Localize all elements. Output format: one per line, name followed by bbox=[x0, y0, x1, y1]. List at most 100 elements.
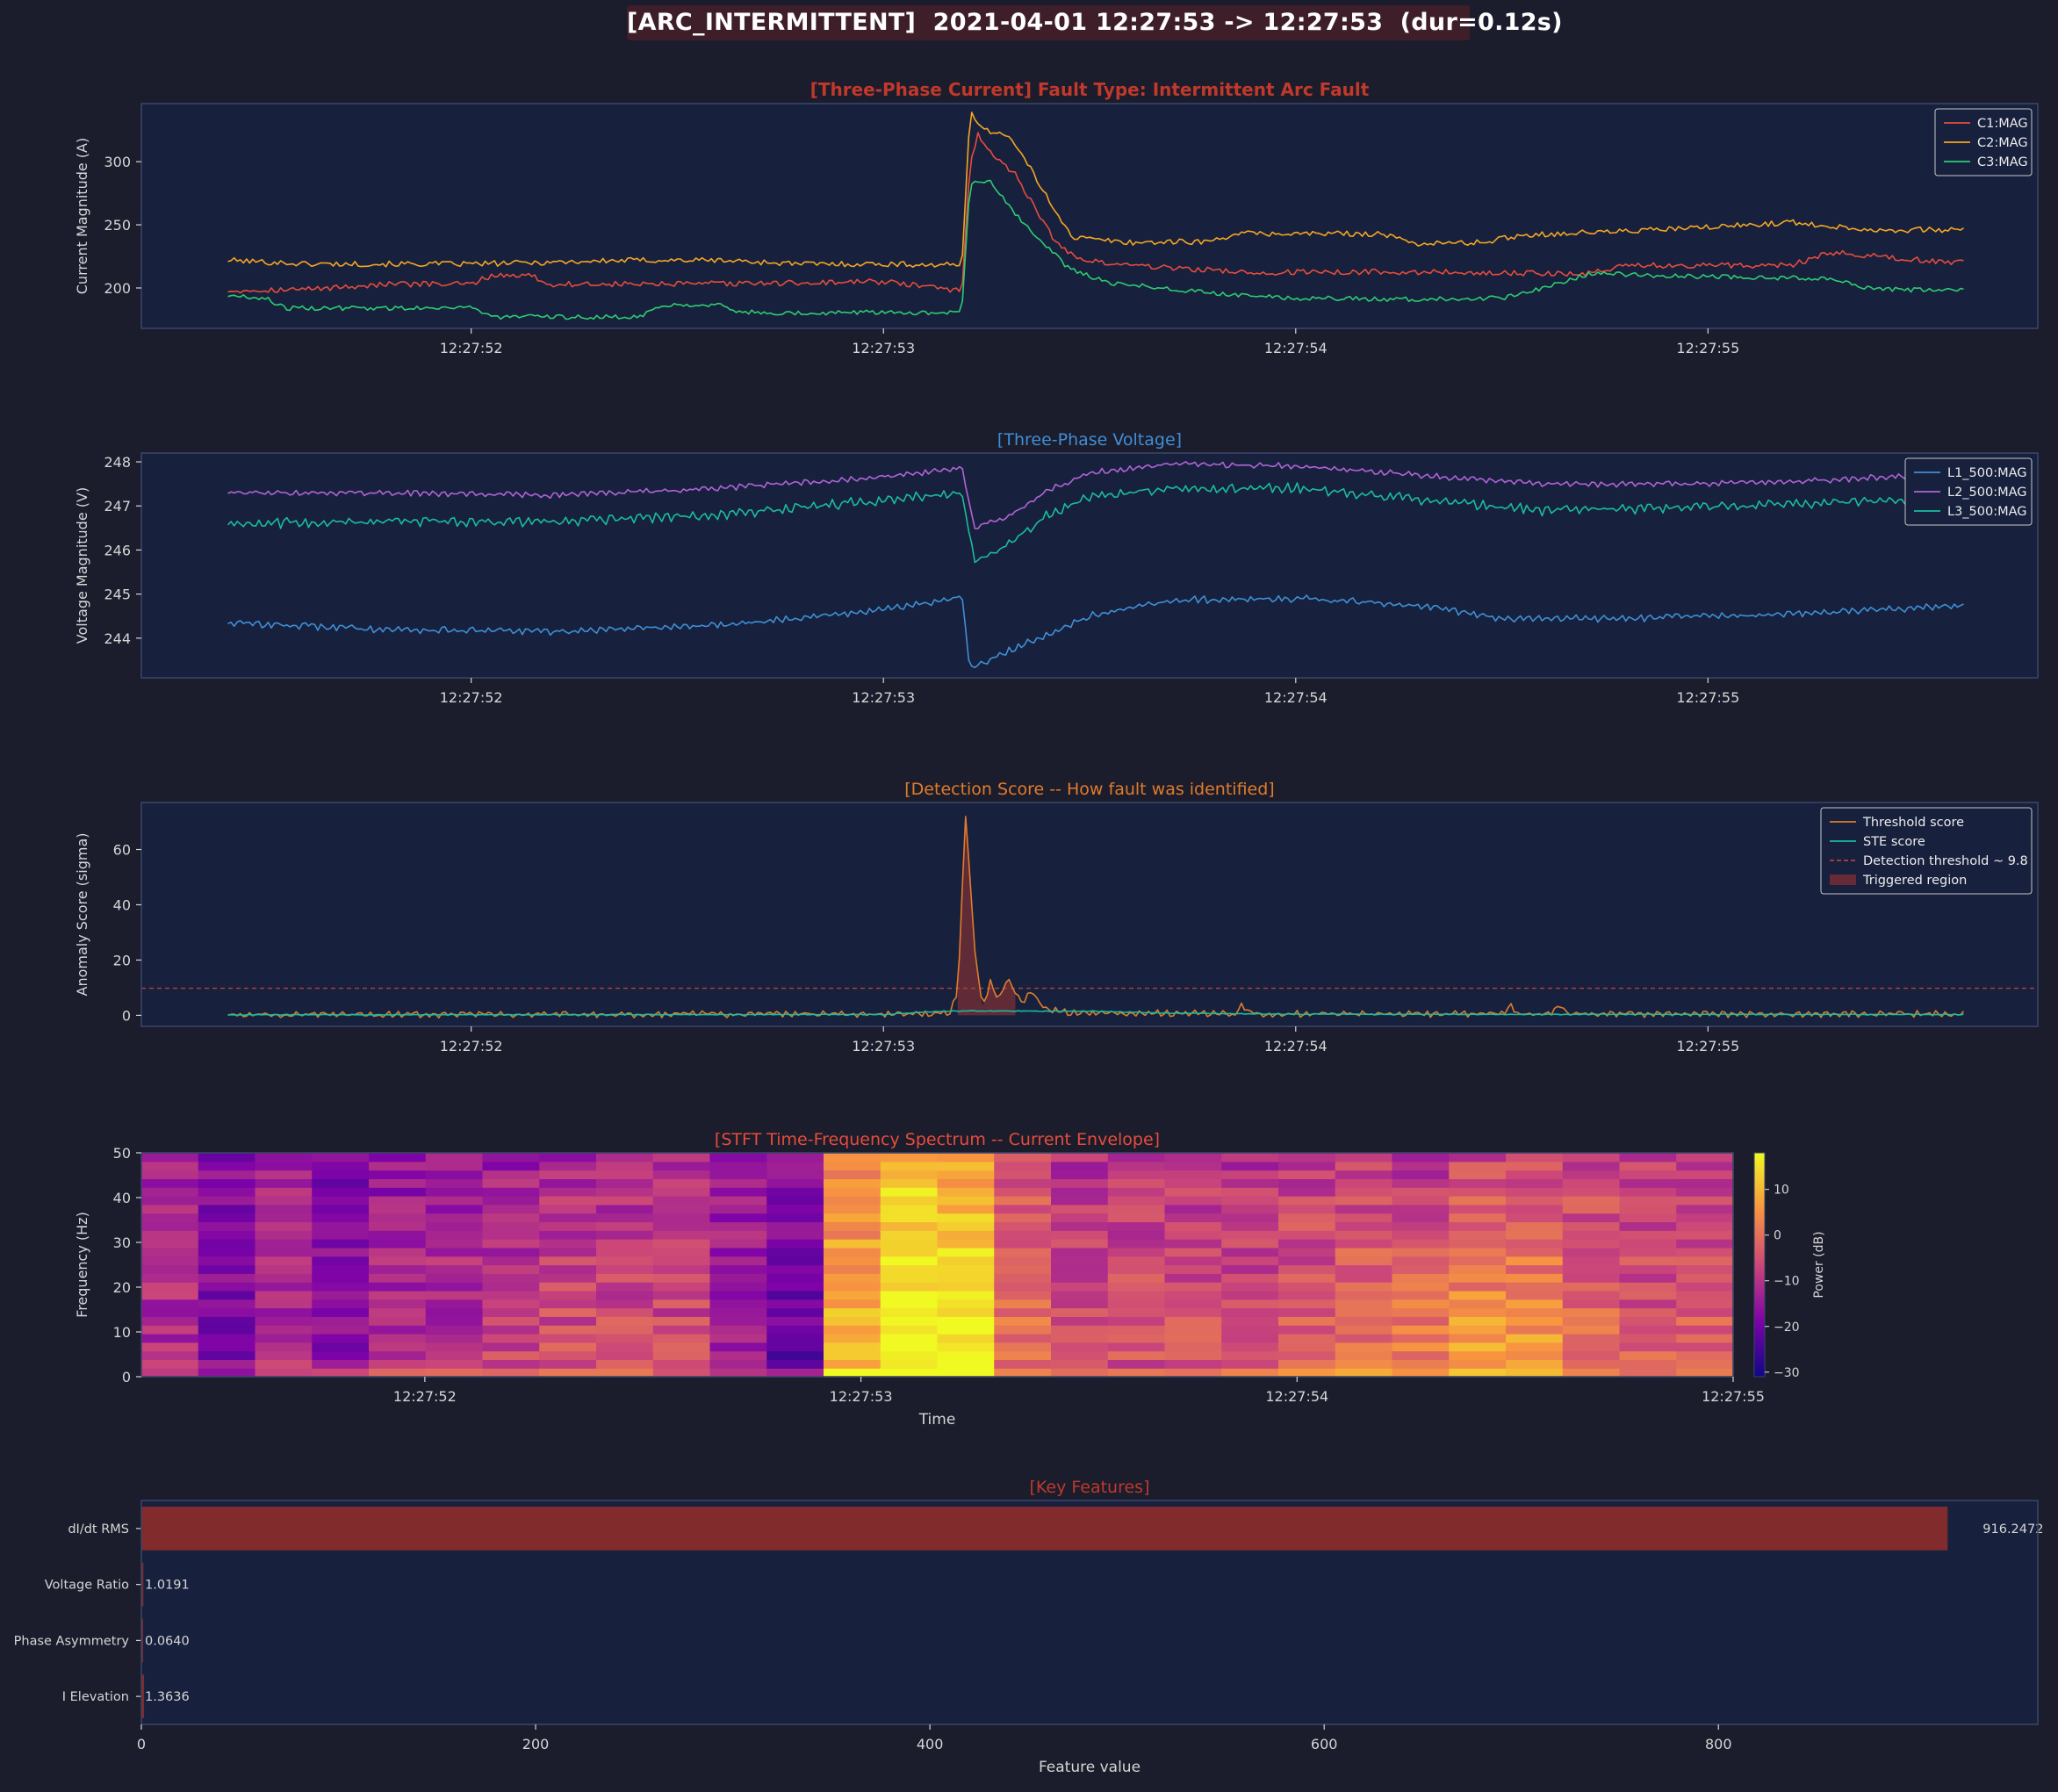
spectrum-cell bbox=[482, 1290, 540, 1300]
spectrum-cell bbox=[1506, 1333, 1564, 1343]
spectrum-cell bbox=[1449, 1256, 1507, 1266]
spectrum-cell bbox=[1278, 1316, 1336, 1326]
spectrum-cell bbox=[880, 1213, 939, 1223]
spectrum-cell bbox=[312, 1187, 370, 1197]
spectrum-cell bbox=[652, 1247, 711, 1257]
spectrum-cell bbox=[937, 1196, 995, 1205]
spectrum-cell bbox=[1051, 1153, 1109, 1162]
spectrum-cell bbox=[198, 1282, 256, 1292]
spectrum-cell bbox=[652, 1282, 711, 1292]
spectrum-cell bbox=[824, 1350, 881, 1360]
spectrum-cell bbox=[1506, 1196, 1564, 1205]
spectrum-cell bbox=[652, 1196, 711, 1205]
spectrum-cell bbox=[1392, 1359, 1450, 1369]
spectrum-cell bbox=[709, 1221, 767, 1231]
spectrum-cell bbox=[141, 1282, 199, 1292]
spectrum-cell bbox=[255, 1239, 313, 1249]
spectrum-cell bbox=[1278, 1161, 1336, 1171]
spectrum-cell bbox=[1449, 1273, 1507, 1283]
spectrum-cell bbox=[1506, 1178, 1564, 1188]
spectrum-cell bbox=[255, 1350, 313, 1360]
spectrum-cell bbox=[766, 1368, 824, 1378]
spectrum-cell bbox=[1107, 1359, 1166, 1369]
voltage-xtick-label: 12:27:54 bbox=[1264, 689, 1328, 706]
spectrum-cell bbox=[539, 1282, 597, 1292]
spectrum-cell bbox=[255, 1264, 313, 1274]
spectrum-cell bbox=[596, 1161, 654, 1171]
spectrum-ytick-label: 10 bbox=[113, 1324, 131, 1341]
detection-ytick-label: 20 bbox=[113, 952, 131, 968]
spectrum-cell bbox=[1619, 1239, 1677, 1249]
spectrum-cell bbox=[1562, 1290, 1621, 1300]
spectrum-cell bbox=[1278, 1264, 1336, 1274]
spectrum-cell bbox=[1562, 1230, 1621, 1240]
spectrum-cell bbox=[1449, 1264, 1507, 1274]
current-series-c3-mag bbox=[227, 179, 1964, 320]
spectrum-cell bbox=[994, 1342, 1052, 1352]
spectrum-cell bbox=[766, 1264, 824, 1274]
spectrum-cell bbox=[1562, 1299, 1621, 1309]
spectrum-cell bbox=[141, 1333, 199, 1343]
spectrum-cell bbox=[880, 1247, 939, 1257]
spectrum-cell bbox=[994, 1239, 1052, 1249]
feature-category-label: I Elevation bbox=[62, 1690, 129, 1704]
spectrum-cell bbox=[937, 1273, 995, 1283]
spectrum-cell bbox=[1676, 1187, 1734, 1197]
spectrum-cell bbox=[1449, 1178, 1507, 1188]
spectrum-cell bbox=[880, 1230, 939, 1240]
spectrum-cell bbox=[1107, 1178, 1166, 1188]
spectrum-cell bbox=[596, 1230, 654, 1240]
spectrum-cell bbox=[198, 1342, 256, 1352]
spectrum-cell bbox=[1392, 1196, 1450, 1205]
spectrum-cell bbox=[652, 1307, 711, 1317]
detection-series-ste-score bbox=[227, 1010, 1964, 1017]
detection-xtick-label: 12:27:52 bbox=[440, 1038, 503, 1054]
spectrum-cell bbox=[1335, 1350, 1393, 1360]
spectrum-cell bbox=[425, 1307, 484, 1317]
spectrum-cell bbox=[1449, 1221, 1507, 1231]
spectrum-cell bbox=[1278, 1169, 1336, 1180]
spectrum-cell bbox=[1051, 1273, 1109, 1283]
spectrum-cell bbox=[880, 1221, 939, 1231]
features-frame bbox=[140, 1500, 2039, 1725]
spectrum-cell bbox=[1278, 1299, 1336, 1309]
spectrum-cell bbox=[255, 1307, 313, 1317]
feature-value-label: 1.0191 bbox=[145, 1579, 190, 1593]
spectrum-cell bbox=[652, 1325, 711, 1335]
spectrum-cell bbox=[1051, 1187, 1109, 1197]
spectrum-cell bbox=[824, 1299, 881, 1309]
spectrum-cell bbox=[255, 1316, 313, 1326]
spectrum-cell bbox=[824, 1213, 881, 1223]
spectrum-cell bbox=[1107, 1350, 1166, 1360]
spectrum-cell bbox=[709, 1307, 767, 1317]
spectrum-cell bbox=[539, 1290, 597, 1300]
spectrum-cell bbox=[141, 1239, 199, 1249]
spectrum-cell bbox=[369, 1256, 427, 1266]
spectrum-cell bbox=[1392, 1256, 1450, 1266]
voltage-ytick-label: 244 bbox=[104, 630, 131, 647]
spectrum-cell bbox=[1562, 1316, 1621, 1326]
spectrum-cell bbox=[425, 1368, 484, 1378]
spectrum-cell bbox=[312, 1153, 370, 1162]
spectrum-cell bbox=[652, 1256, 711, 1266]
detection-xtick-label: 12:27:54 bbox=[1264, 1038, 1328, 1054]
spectrum-cell bbox=[312, 1196, 370, 1205]
spectrum-cell bbox=[1392, 1204, 1450, 1214]
spectrum-cell bbox=[994, 1264, 1052, 1274]
spectrum-cell bbox=[1164, 1350, 1222, 1360]
spectrum-cell bbox=[1392, 1307, 1450, 1317]
spectrum-cell bbox=[1449, 1359, 1507, 1369]
spectrum-cell bbox=[1221, 1204, 1279, 1214]
feature-value-label: 0.0640 bbox=[145, 1634, 190, 1648]
spectrum-cell bbox=[1164, 1204, 1222, 1214]
spectrum-cell bbox=[1619, 1333, 1677, 1343]
spectrum-cell bbox=[1164, 1247, 1222, 1257]
spectrum-cell bbox=[539, 1196, 597, 1205]
feature-category-label: dI/dt RMS bbox=[68, 1522, 129, 1537]
spectrum-cell bbox=[1392, 1350, 1450, 1360]
spectrum-cell bbox=[652, 1213, 711, 1223]
spectrum-cell bbox=[1562, 1161, 1621, 1171]
spectrum-cell bbox=[1335, 1290, 1393, 1300]
spectrum-cell bbox=[937, 1342, 995, 1352]
spectrum-cell bbox=[1392, 1247, 1450, 1257]
